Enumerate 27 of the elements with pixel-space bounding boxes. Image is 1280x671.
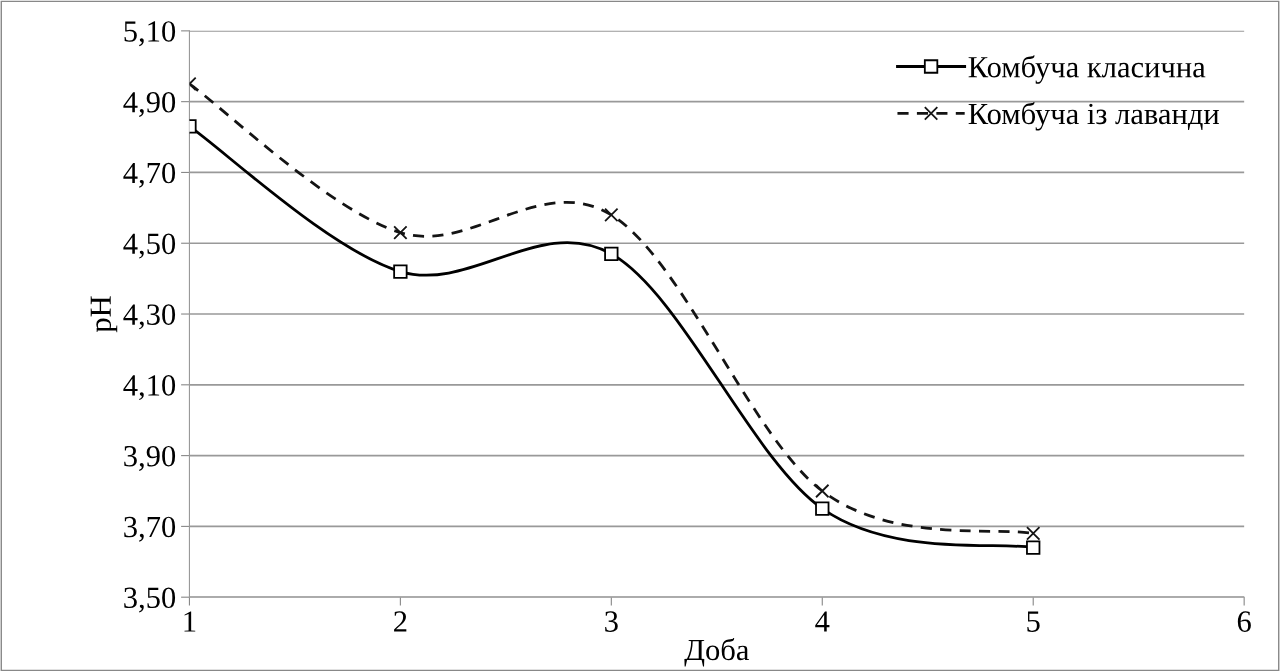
- y-axis-title: pH: [90, 296, 118, 333]
- y-tick-label: 4,50: [123, 233, 176, 259]
- x-tick-label: 6: [1237, 611, 1251, 632]
- point: [815, 501, 830, 516]
- point: [1026, 526, 1041, 541]
- point: [393, 264, 408, 279]
- point: [815, 483, 830, 499]
- point: [393, 225, 408, 240]
- legend-label: Комбуча класична: [968, 55, 1206, 84]
- y-tick-label: 4,30: [123, 304, 176, 330]
- point: [1026, 540, 1041, 555]
- point: [604, 207, 619, 223]
- y-tick-label: 4,70: [123, 162, 176, 188]
- legend-label: Комбуча із лаванди: [968, 102, 1219, 131]
- y-tick-label: 3,50: [124, 587, 176, 613]
- point: [604, 246, 619, 262]
- y-tick-label: 4,90: [123, 91, 176, 117]
- x-tick-label: 2: [394, 611, 407, 632]
- x-tick-label: 5: [1027, 611, 1040, 632]
- y-tick-label: 3,70: [124, 516, 176, 542]
- y-tick-label: 5,10: [124, 21, 176, 47]
- y-tick-label: 3,90: [124, 445, 176, 471]
- x-tick-label: 3: [605, 611, 618, 632]
- x-axis-title: Доба: [684, 638, 749, 667]
- y-tick-label: 4,10: [123, 375, 176, 401]
- x-tick-label: 1: [184, 611, 196, 632]
- x-tick-label: 4: [815, 611, 830, 632]
